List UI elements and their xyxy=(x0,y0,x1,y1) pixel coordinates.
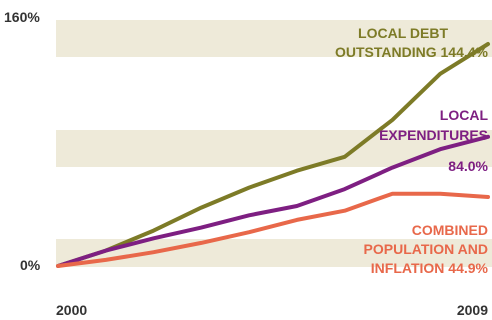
y-tick-min: 0% xyxy=(20,257,41,273)
series-line-local-expenditures xyxy=(56,134,490,268)
label-combined-line-2: POPULATION AND xyxy=(364,241,488,257)
y-tick-max: 160% xyxy=(4,9,40,25)
series-line-combined-population-inflation xyxy=(56,191,490,268)
label-combined-line-3: INFLATION 44.9% xyxy=(371,260,489,276)
x-tick-end: 2009 xyxy=(457,302,488,318)
series-labels: LOCAL DEBT OUTSTANDING 144.4% LOCAL EXPE… xyxy=(335,25,489,276)
label-local-expenditures-line-1: LOCAL xyxy=(440,107,489,123)
band-top xyxy=(56,20,492,57)
band-middle xyxy=(56,130,492,167)
label-local-debt-line-1: LOCAL DEBT xyxy=(358,25,448,41)
x-tick-start: 2000 xyxy=(56,302,87,318)
series-group xyxy=(56,42,490,268)
label-local-expenditures-line-3: 84.0% xyxy=(448,158,488,174)
series-line-local-debt xyxy=(56,42,490,268)
label-combined-line-1: COMBINED xyxy=(412,222,488,238)
label-local-debt-line-2: OUTSTANDING 144.4% xyxy=(335,44,489,60)
label-local-expenditures-line-2: EXPENDITURES xyxy=(379,127,488,143)
